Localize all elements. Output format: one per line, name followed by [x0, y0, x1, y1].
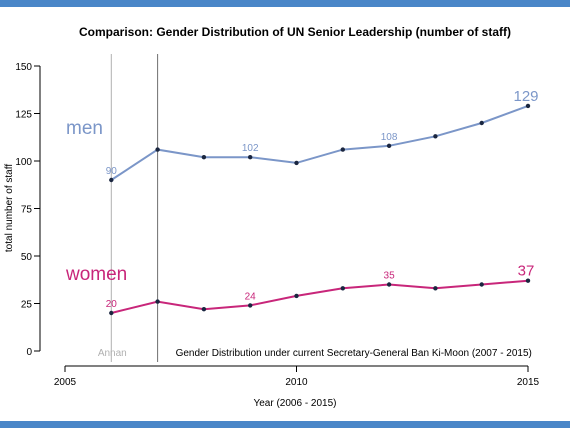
series-men: 90 102 108 129 men [66, 88, 539, 183]
data-point [433, 134, 438, 139]
data-point [340, 147, 345, 152]
chart-title: Comparison: Gender Distribution of UN Se… [79, 25, 511, 39]
reference-lines: Annan Gender Distribution under current S… [98, 54, 532, 362]
data-point [109, 177, 114, 183]
data-point [155, 147, 160, 152]
data-point [525, 278, 531, 283]
data-label: 35 [384, 271, 396, 282]
data-label: 24 [245, 291, 257, 302]
data-point [294, 160, 299, 166]
data-point [340, 286, 345, 291]
reference-line-label: Gender Distribution under current Secret… [176, 348, 532, 359]
data-point [248, 155, 253, 160]
y-tick-label: 0 [26, 347, 32, 358]
data-point [201, 307, 207, 312]
data-point [479, 120, 484, 126]
y-tick-label: 50 [21, 252, 33, 263]
data-label: 129 [513, 88, 538, 105]
series-layer: 90 102 108 129 men 20 24 35 37 women [65, 88, 539, 316]
data-point [294, 293, 299, 299]
data-label: 90 [106, 166, 118, 177]
data-point [433, 286, 438, 291]
data-label: 37 [518, 263, 535, 280]
y-tick-label: 100 [15, 157, 32, 168]
data-label: 20 [106, 299, 118, 310]
data-point [201, 155, 207, 160]
y-tick-label: 75 [21, 205, 33, 216]
y-axis-label: total number of staff [4, 164, 15, 252]
data-point [386, 282, 392, 287]
axes: 0 25 50 75 100 125 150 2005 2010 2015 [15, 62, 539, 388]
series-line [111, 279, 529, 314]
data-point [109, 310, 114, 316]
data-point [386, 143, 392, 148]
data-point [155, 299, 160, 304]
data-label: 102 [242, 143, 259, 154]
x-axis-label: Year (2006 - 2015) [253, 398, 336, 409]
x-tick-label: 2005 [54, 377, 77, 388]
y-tick-label: 125 [15, 110, 32, 121]
x-tick-label: 2015 [517, 377, 540, 388]
top-accent-bar [0, 0, 570, 7]
series-line [110, 104, 529, 181]
series-name-label: women [65, 264, 127, 285]
series-name-label: men [66, 118, 103, 139]
bottom-accent-bar [0, 421, 570, 428]
data-point [248, 303, 253, 308]
data-label: 108 [381, 132, 398, 143]
y-tick-label: 150 [15, 62, 32, 73]
data-point [479, 282, 484, 287]
x-tick-label: 2010 [285, 377, 308, 388]
reference-line-label: Annan [98, 348, 127, 359]
series-women: 20 24 35 37 women [65, 263, 535, 316]
data-point [525, 103, 531, 109]
y-tick-label: 25 [21, 300, 33, 311]
